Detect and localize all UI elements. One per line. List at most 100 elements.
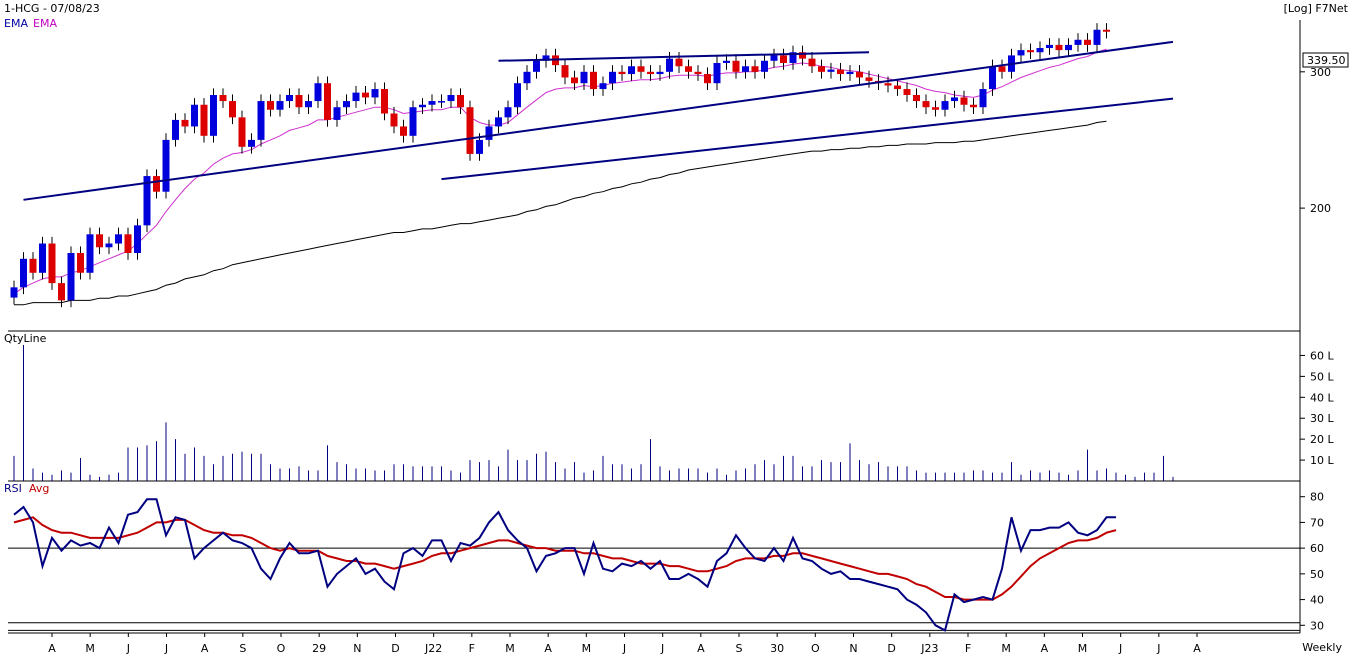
- candle-body: [248, 139, 255, 147]
- candle-body: [210, 95, 217, 136]
- candle-body: [238, 117, 246, 147]
- rsi-avg-line: [13, 516, 1117, 601]
- candle-body: [476, 139, 483, 154]
- time-tick-label: M: [1078, 642, 1088, 655]
- rsi-reference-lines: [8, 547, 1300, 631]
- trendline: [498, 51, 870, 62]
- candle-body: [295, 95, 303, 108]
- candle-body: [390, 113, 398, 127]
- candle-body: [10, 287, 18, 298]
- trendline-group[interactable]: [23, 40, 1174, 201]
- candle-body: [884, 83, 892, 86]
- ema-fast-line: [13, 48, 1107, 295]
- time-tick-label: O: [277, 642, 286, 655]
- candle-body: [865, 77, 873, 81]
- candle-body: [96, 234, 103, 248]
- candle-body: [29, 258, 37, 273]
- candle-body: [1046, 44, 1053, 49]
- candle-body: [894, 85, 901, 90]
- candle-body: [143, 176, 151, 226]
- rsi-avg-label: Avg: [29, 482, 49, 495]
- candle-body: [647, 71, 654, 75]
- candle-body: [533, 60, 540, 72]
- time-tick-label: A: [201, 642, 209, 655]
- candle-body: [219, 95, 227, 102]
- candle-body: [732, 60, 740, 72]
- candle-body: [998, 66, 1006, 72]
- candle-body: [105, 243, 113, 248]
- candle-body: [48, 243, 56, 284]
- candle-body: [666, 58, 673, 72]
- rsi-axis: 80 70 60 50 40 30: [1300, 491, 1324, 632]
- ema-slow-line: [14, 120, 1107, 306]
- time-tick-label: J: [622, 642, 626, 655]
- candle-body: [39, 243, 46, 273]
- candle-body: [542, 55, 550, 61]
- candle-body: [1027, 50, 1034, 53]
- periodicity-label[interactable]: Weekly: [1302, 641, 1342, 654]
- ema-label-fast: EMA: [4, 17, 28, 30]
- candle-body: [495, 117, 502, 127]
- candle-body: [485, 126, 493, 140]
- candle-body: [1074, 39, 1082, 45]
- candle-body: [362, 92, 369, 98]
- candle-body: [400, 126, 407, 136]
- rsi-tick-label: 70: [1310, 516, 1324, 529]
- candle-body: [580, 71, 588, 84]
- candle-body: [371, 89, 379, 98]
- candle-body: [267, 101, 274, 110]
- candle-body: [827, 69, 835, 72]
- candle-body: [789, 52, 797, 63]
- candle-body: [229, 101, 236, 118]
- candle-body: [704, 74, 711, 84]
- candle-body: [922, 101, 930, 108]
- price-panel[interactable]: 300 200 339.50: [10, 23, 1349, 308]
- candle-body: [1093, 29, 1101, 45]
- candle-body: [162, 139, 170, 192]
- time-tick-label: S: [239, 642, 246, 655]
- time-tick-label: D: [887, 642, 895, 655]
- candle-body: [599, 83, 607, 90]
- price-tick-label: 300: [1310, 66, 1331, 79]
- ema-label-slow: EMA: [33, 17, 57, 30]
- candle-body: [419, 104, 426, 108]
- candle-body: [466, 107, 474, 154]
- rsi-tick-label: 80: [1310, 491, 1324, 504]
- candle-body: [381, 89, 388, 114]
- candle-body: [77, 252, 84, 273]
- time-tick-label: A: [697, 642, 705, 655]
- volume-panel[interactable]: QtyLine 60 L 50 L 40 L 30 L 20 L 10 L: [4, 332, 1334, 481]
- time-tick-label: A: [1041, 642, 1049, 655]
- candle-body: [951, 97, 958, 102]
- volume-tick-label: 10 L: [1310, 454, 1334, 467]
- time-tick-label: O: [811, 642, 820, 655]
- candle-body: [723, 60, 730, 63]
- candle-body: [20, 258, 27, 288]
- candle-body: [58, 283, 65, 301]
- candle-body: [153, 176, 160, 192]
- price-axis: 300 200: [1300, 66, 1331, 215]
- rsi-tick-label: 60: [1310, 542, 1324, 555]
- candle-body: [324, 83, 331, 120]
- trendline: [441, 97, 1174, 181]
- rsi-panel[interactable]: RSI Avg 80 70 60 50 40 30: [4, 482, 1324, 632]
- candle-body: [837, 69, 844, 75]
- candle-body: [637, 66, 645, 72]
- candle-body: [523, 71, 531, 84]
- candle-body: [979, 89, 987, 108]
- chart-title: 1-HCG - 07/08/23: [4, 2, 100, 15]
- time-tick-label: J: [1118, 642, 1122, 655]
- candle-body: [903, 89, 911, 96]
- candle-body: [343, 101, 350, 108]
- scale-label[interactable]: [Log] F7Net: [1284, 2, 1349, 15]
- time-tick-label: M: [582, 642, 592, 655]
- last-price-box: 339.50: [1302, 52, 1349, 68]
- candle-body: [1017, 50, 1025, 56]
- time-tick-label: N: [353, 642, 361, 655]
- time-tick-label: M: [505, 642, 515, 655]
- time-tick-label: F: [965, 642, 971, 655]
- candle-body: [134, 225, 141, 253]
- candle-body: [561, 65, 569, 78]
- time-tick-label: M: [1001, 642, 1011, 655]
